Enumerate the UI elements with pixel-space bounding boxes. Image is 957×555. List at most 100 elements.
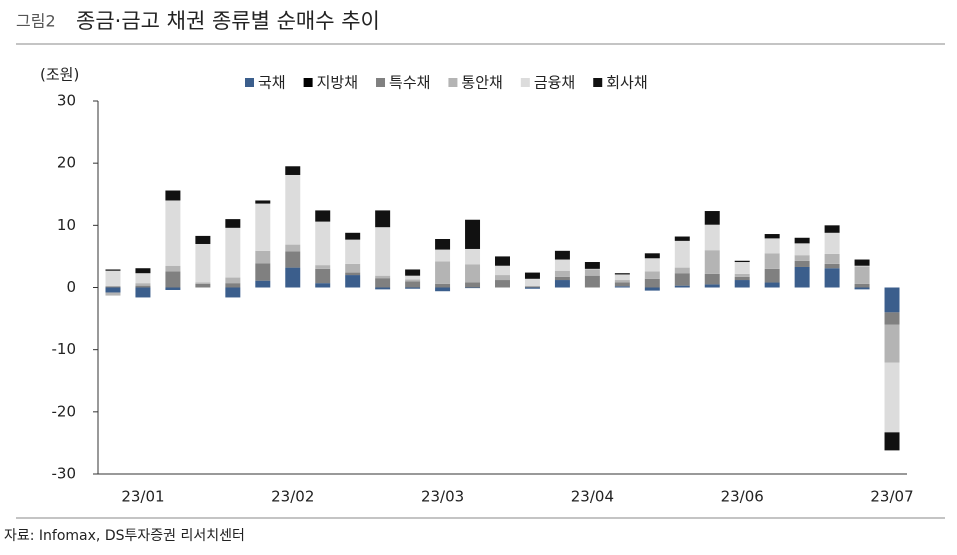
bar-segment	[435, 239, 451, 250]
figure-label: 그림2	[16, 12, 56, 31]
x-tick-label: 23/07	[870, 488, 913, 506]
bar-segment	[554, 280, 570, 288]
bar-segment	[554, 259, 570, 271]
bar-segment	[674, 240, 690, 268]
y-tick-label: 0	[66, 278, 76, 296]
x-tick-label: 23/06	[721, 488, 764, 506]
bar-segment	[854, 265, 870, 267]
bar-segment	[644, 271, 660, 279]
bar-segment	[614, 286, 630, 288]
bar-segment	[465, 219, 481, 249]
bar-segment	[734, 260, 750, 263]
bar-segment	[225, 287, 241, 298]
bar-segment	[435, 283, 451, 288]
bar-segment	[345, 263, 361, 273]
bar-segment	[255, 263, 271, 281]
bar-segment	[674, 285, 690, 288]
x-tick-label: 23/04	[571, 488, 614, 506]
bar-segment	[764, 238, 780, 254]
y-tick-label: -20	[52, 402, 77, 420]
bar-segment	[794, 266, 810, 288]
bar-segment	[345, 239, 361, 264]
legend-label: 통안채	[461, 74, 502, 92]
bar-segment	[614, 273, 630, 275]
legend-label: 국채	[258, 74, 286, 92]
bar-segment	[405, 279, 421, 282]
bar-segment	[345, 275, 361, 288]
bar-segment	[315, 210, 331, 222]
bar-segment	[285, 174, 301, 245]
bar-segment	[734, 273, 750, 277]
bar-segment	[195, 282, 211, 284]
bar-segment	[105, 270, 121, 287]
bar-segment	[734, 262, 750, 274]
bar-segment	[375, 227, 391, 276]
bar-segment	[644, 278, 660, 288]
bar-segment	[794, 260, 810, 267]
x-tick-label: 23/01	[121, 488, 164, 506]
bar-segment	[644, 253, 660, 259]
bar-segment	[734, 276, 750, 281]
legend-label: 금융채	[534, 74, 575, 92]
bar-segment	[554, 276, 570, 281]
bar-segment	[405, 287, 421, 289]
bar-segment	[764, 268, 780, 283]
bar-segment	[375, 278, 391, 288]
bar-segment	[495, 275, 510, 281]
bar-segment	[584, 269, 600, 276]
bar-segment	[824, 253, 840, 264]
bar-segment	[794, 243, 810, 256]
bar-segment	[674, 236, 690, 241]
bar-segment	[704, 273, 720, 285]
bar-segment	[375, 275, 391, 279]
bar-segment	[135, 273, 151, 284]
bar-segment	[465, 287, 481, 289]
bar-segment	[524, 286, 540, 288]
bar-segment	[524, 287, 540, 289]
bar-segment	[315, 221, 331, 266]
legend-swatch	[593, 78, 603, 87]
bar-segment	[644, 287, 660, 291]
bar-segment	[255, 280, 271, 288]
bar-segment	[465, 264, 481, 283]
bar-segment	[674, 273, 690, 286]
bar-segment	[165, 190, 181, 201]
bar-segment	[495, 280, 510, 288]
legend-label: 지방채	[317, 74, 358, 92]
bar-segment	[225, 227, 241, 278]
bar-segment	[884, 324, 900, 363]
bar-segment	[135, 283, 151, 286]
bar-segment	[255, 200, 271, 204]
bar-segment	[584, 262, 600, 269]
bar-segment	[165, 271, 181, 288]
y-tick-label: 30	[57, 92, 76, 110]
bar-segment	[824, 268, 840, 288]
bar-segment	[794, 255, 810, 261]
bar-segment	[884, 432, 900, 451]
bar-segment	[225, 277, 241, 284]
bar-segment	[255, 203, 271, 251]
bar-segment	[554, 250, 570, 260]
bar-segment	[554, 270, 570, 277]
bar-segment	[225, 219, 241, 228]
legend-swatch	[303, 78, 313, 87]
bar-segment	[435, 249, 451, 262]
bar-segment	[884, 287, 900, 313]
y-tick-label: -10	[52, 340, 77, 358]
bar-segment	[165, 287, 181, 290]
legend-swatch	[448, 78, 458, 87]
unit-label: (조원)	[40, 66, 79, 84]
bar-segment	[465, 248, 481, 265]
bar-segment	[315, 268, 331, 284]
bar-segment	[704, 224, 720, 251]
bar-segment	[614, 280, 630, 283]
bar-segment	[854, 259, 870, 266]
legend-swatch	[245, 78, 254, 87]
chart-title: 종금·금고 채권 종류별 순매수 추이	[76, 9, 380, 33]
bar-segment	[674, 267, 690, 274]
bar-segment	[734, 280, 750, 288]
bar-segment	[135, 268, 151, 274]
bar-segment	[105, 269, 121, 271]
bar-segment	[345, 272, 361, 276]
